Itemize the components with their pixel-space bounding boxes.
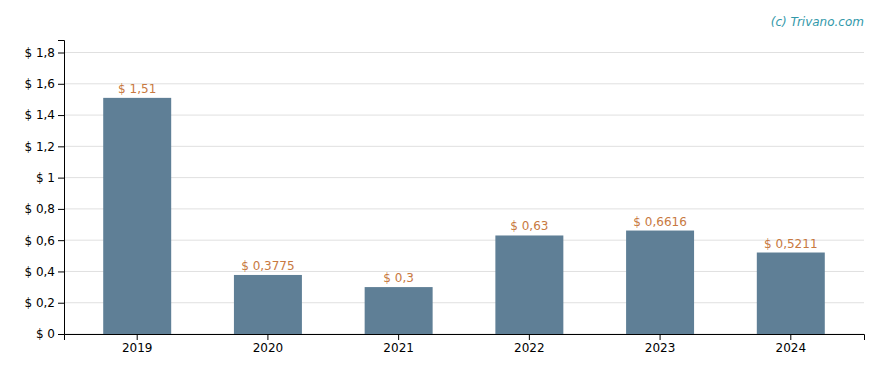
y-tick-mark <box>58 178 64 179</box>
x-tick-label: 2021 <box>383 341 414 355</box>
y-tick-mark <box>58 209 64 210</box>
x-tick-mark <box>137 334 138 340</box>
bar <box>626 231 694 334</box>
y-tick: $ 0,8 <box>24 202 64 216</box>
x-tick: 2021 <box>383 334 414 355</box>
x-tick: 2024 <box>776 334 807 355</box>
y-tick-label: $ 1,2 <box>24 140 55 154</box>
y-tick: $ 1,8 <box>24 46 64 60</box>
y-axis-line <box>58 41 65 335</box>
y-tick: $ 0 <box>36 327 64 341</box>
grid-line <box>64 115 864 116</box>
y-tick-label: $ 0 <box>36 327 55 341</box>
y-tick: $ 1 <box>36 171 64 185</box>
y-tick-label: $ 1,6 <box>24 77 55 91</box>
y-tick: $ 1,4 <box>24 108 64 122</box>
data-label: $ 0,63 <box>510 219 548 233</box>
x-tick-label: 2019 <box>122 341 153 355</box>
y-tick: $ 0,4 <box>24 265 64 279</box>
x-tick: 2023 <box>645 334 676 355</box>
y-tick-label: $ 1,8 <box>24 46 55 60</box>
x-axis-line <box>65 335 865 341</box>
x-tick-label: 2023 <box>645 341 676 355</box>
y-tick-mark <box>58 303 64 304</box>
x-tick-mark <box>267 334 268 340</box>
y-tick-mark <box>58 53 64 54</box>
y-tick-label: $ 0,2 <box>24 296 55 310</box>
bar <box>234 275 302 334</box>
grid-line <box>64 271 864 272</box>
x-tick-mark <box>790 334 791 340</box>
watermark: (c) Trivano.com <box>771 15 864 29</box>
y-tick-mark <box>58 115 64 116</box>
x-tick-mark <box>529 334 530 340</box>
y-tick: $ 1,6 <box>24 77 64 91</box>
x-tick-label: 2022 <box>514 341 545 355</box>
y-tick-label: $ 1,4 <box>24 108 55 122</box>
y-tick-mark <box>58 84 64 85</box>
data-label: $ 1,51 <box>118 82 156 96</box>
data-label: $ 0,3 <box>383 271 414 285</box>
x-tick-label: 2020 <box>253 341 284 355</box>
bar <box>103 98 171 334</box>
y-tick: $ 1,2 <box>24 140 64 154</box>
data-label: $ 0,5211 <box>764 237 817 251</box>
x-tick: 2019 <box>122 334 153 355</box>
y-tick-label: $ 0,8 <box>24 202 55 216</box>
y-tick: $ 0,6 <box>24 234 64 248</box>
plot-area: $ 0 $ 0,2 $ 0,4 $ 0,6 $ 0,8 $ 1 $ 1,2 $ 1,4 $ 1,… <box>24 41 864 355</box>
y-tick: $ 0,2 <box>24 296 64 310</box>
data-label: $ 0,3775 <box>241 259 294 273</box>
data-label: $ 0,6616 <box>633 215 686 229</box>
grid-line <box>64 208 864 209</box>
grid-line <box>64 240 864 241</box>
y-axis: $ 0 $ 0,2 $ 0,4 $ 0,6 $ 0,8 $ 1 $ 1,2 $ 1,4 $ 1,… <box>24 41 64 342</box>
x-tick: 2022 <box>514 334 545 355</box>
grid-line <box>64 177 864 178</box>
y-tick-mark <box>58 240 64 241</box>
x-tick-mark <box>660 334 661 340</box>
grid <box>64 53 864 334</box>
bars <box>103 98 825 334</box>
x-tick-mark <box>398 334 399 340</box>
chart: $ 0 $ 0,2 $ 0,4 $ 0,6 $ 0,8 $ 1 $ 1,2 $ 1,4 $ 1,… <box>0 0 888 370</box>
grid-line <box>64 83 864 84</box>
y-tick-label: $ 0,6 <box>24 234 55 248</box>
bar <box>365 287 433 334</box>
bar <box>495 235 563 334</box>
annotations: (c) Trivano.com <box>771 15 864 29</box>
y-tick-label: $ 0,4 <box>24 265 55 279</box>
x-tick: 2020 <box>253 334 284 355</box>
x-axis: 2019 2020 2021 2022 2023 2024 <box>65 334 865 355</box>
y-tick-mark <box>58 271 64 272</box>
y-tick-mark <box>58 334 64 335</box>
y-tick-mark <box>58 146 64 147</box>
x-tick-label: 2024 <box>776 341 807 355</box>
data-labels: $ 1,51 $ 0,3775 $ 0,3 $ 0,63 $ 0,6616 $ 0,521… <box>118 82 817 285</box>
grid-line <box>64 302 864 303</box>
grid-line <box>64 52 864 53</box>
bar <box>757 253 825 334</box>
grid-line <box>64 146 864 147</box>
y-tick-label: $ 1 <box>36 171 55 185</box>
